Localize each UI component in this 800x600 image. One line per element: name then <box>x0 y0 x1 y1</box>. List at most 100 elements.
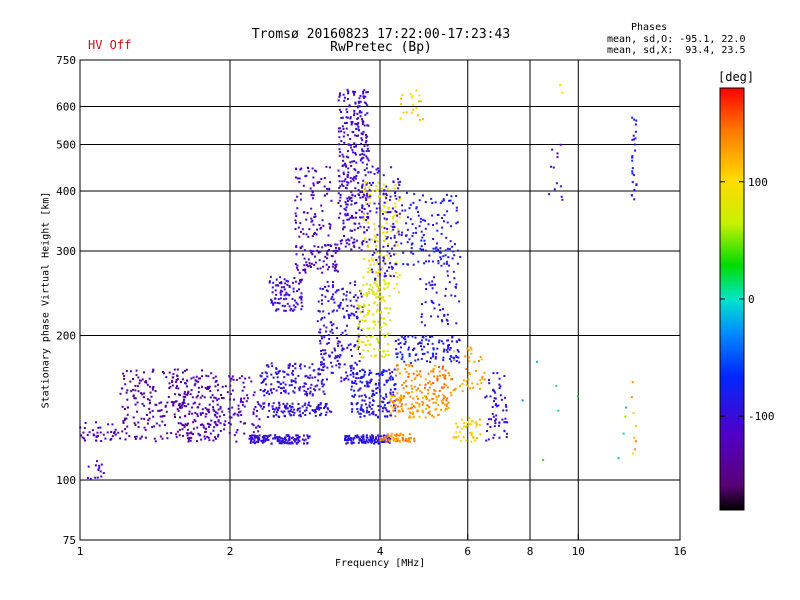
data-point <box>252 413 255 415</box>
data-point <box>243 405 246 408</box>
data-point <box>226 391 229 394</box>
data-point <box>428 399 431 402</box>
data-point <box>324 244 327 247</box>
data-point <box>314 385 317 388</box>
data-point <box>237 407 240 410</box>
data-point <box>325 402 328 405</box>
data-point <box>214 437 217 440</box>
data-point <box>360 329 363 332</box>
data-point <box>452 270 455 273</box>
data-point <box>374 436 377 439</box>
data-point <box>334 267 337 270</box>
data-point <box>381 374 384 376</box>
data-point <box>418 199 421 202</box>
data-point <box>497 404 500 407</box>
data-point <box>291 410 294 413</box>
data-point <box>346 88 349 91</box>
data-point <box>548 193 551 196</box>
data-point <box>301 405 304 408</box>
data-point <box>188 432 191 435</box>
data-point <box>355 299 358 302</box>
data-point <box>345 242 348 245</box>
data-point <box>332 250 335 252</box>
data-point <box>435 291 438 294</box>
data-point <box>634 440 637 443</box>
data-point <box>342 228 344 231</box>
data-point <box>357 105 360 108</box>
data-point <box>375 248 377 251</box>
data-point <box>233 398 235 401</box>
data-point <box>318 406 320 409</box>
data-point <box>436 242 438 245</box>
data-point <box>323 352 326 355</box>
data-point <box>378 348 381 351</box>
data-point <box>310 251 313 254</box>
data-point <box>136 401 139 404</box>
data-point <box>386 269 389 272</box>
data-point <box>308 366 311 369</box>
data-point <box>430 383 432 386</box>
data-point <box>633 189 636 191</box>
data-point <box>303 389 306 392</box>
data-point <box>190 377 193 380</box>
data-point <box>295 438 298 441</box>
data-point <box>368 404 371 407</box>
data-point <box>368 204 370 207</box>
data-point <box>389 398 392 401</box>
data-point <box>421 403 424 406</box>
data-point <box>190 432 193 435</box>
data-point <box>294 306 297 309</box>
data-point <box>288 363 291 366</box>
data-point <box>272 376 275 379</box>
data-point <box>362 356 365 359</box>
data-point <box>283 410 286 413</box>
data-point <box>143 371 145 374</box>
data-point <box>422 118 424 121</box>
data-point <box>357 189 360 192</box>
data-point <box>405 222 408 225</box>
data-point <box>158 409 161 412</box>
data-point <box>384 275 387 277</box>
data-point <box>347 143 350 146</box>
data-point <box>451 336 454 339</box>
data-point <box>470 423 473 426</box>
data-point <box>207 436 210 439</box>
data-point <box>432 347 435 350</box>
data-point <box>286 302 289 305</box>
data-point <box>467 356 470 359</box>
data-point <box>296 436 299 439</box>
data-point <box>337 127 340 130</box>
data-point <box>354 393 357 396</box>
data-point <box>279 437 282 440</box>
data-point <box>304 271 307 274</box>
data-point <box>366 163 368 166</box>
x-tick-label: 2 <box>227 545 234 558</box>
data-point <box>349 176 352 179</box>
data-point <box>435 398 438 401</box>
data-point <box>446 386 449 389</box>
data-point <box>443 262 446 265</box>
data-point <box>373 251 376 254</box>
data-point <box>476 383 479 386</box>
data-point <box>375 168 378 171</box>
data-point <box>374 240 376 243</box>
data-point <box>351 395 354 398</box>
data-point <box>311 393 314 396</box>
data-point <box>352 305 355 308</box>
data-point <box>125 432 128 435</box>
data-point <box>229 384 232 387</box>
data-point <box>217 397 220 400</box>
data-point <box>417 387 419 390</box>
data-point <box>353 91 356 93</box>
data-point <box>332 281 334 283</box>
data-point <box>129 370 132 373</box>
data-point <box>298 440 301 443</box>
data-point <box>328 187 331 190</box>
data-point <box>287 439 290 442</box>
data-point <box>367 226 370 229</box>
data-point <box>350 248 353 251</box>
data-point <box>158 424 161 427</box>
data-point <box>364 197 367 200</box>
data-point <box>239 420 242 423</box>
data-point <box>495 405 498 408</box>
